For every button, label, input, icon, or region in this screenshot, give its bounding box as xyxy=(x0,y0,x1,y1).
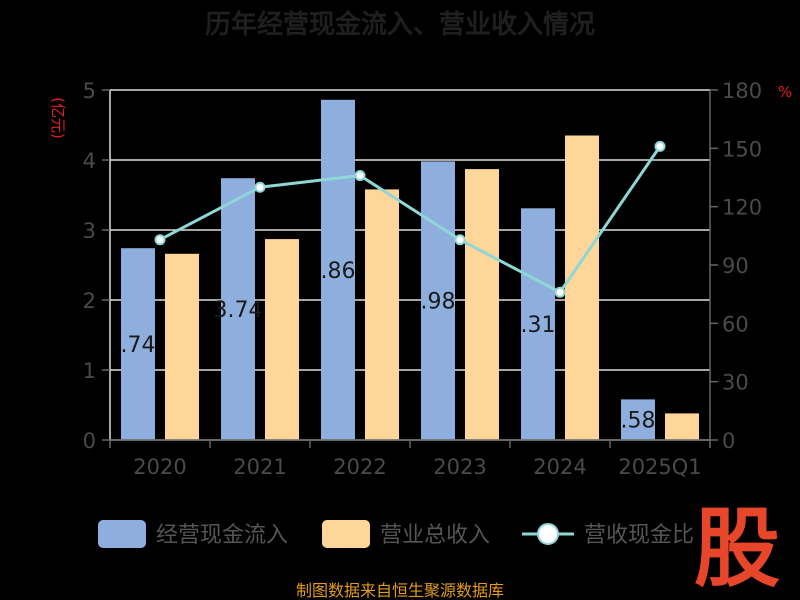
bar-revenue xyxy=(665,413,699,440)
legend-label: 营业总收入 xyxy=(380,523,490,548)
legend-swatch xyxy=(322,520,370,548)
ratio-point xyxy=(354,170,366,182)
bar-revenue xyxy=(565,135,599,440)
right-tick-label: 60 xyxy=(722,312,749,336)
data-label: .86 xyxy=(321,259,356,284)
bar-revenue xyxy=(165,253,199,440)
ratio-point xyxy=(254,181,266,193)
x-tick-label: 2025Q1 xyxy=(618,455,701,479)
left-tick-label: 3 xyxy=(83,219,96,243)
right-tick-label: 90 xyxy=(722,254,749,278)
bar-cash-inflow xyxy=(421,161,455,440)
legend-swatch xyxy=(98,520,146,548)
bars xyxy=(121,99,699,441)
source-note: 制图数据来自恒生聚源数据库 xyxy=(296,581,504,600)
right-tick-label: 30 xyxy=(722,371,749,395)
x-tick-label: 2024 xyxy=(533,455,586,479)
x-axis: 2020 2021 2022 2023 2024 2025Q1 xyxy=(109,439,711,479)
bar-cash-inflow xyxy=(121,248,155,440)
left-tick-label: 5 xyxy=(83,79,96,103)
left-axis-unit: (亿元) xyxy=(49,97,67,139)
bar-revenue xyxy=(465,169,499,440)
ratio-point xyxy=(554,286,566,298)
legend: 经营现金流入 营业总收入 营收现金比 xyxy=(98,520,694,548)
right-tick-label: 0 xyxy=(722,429,735,453)
legend-label: 营收现金比 xyxy=(584,523,694,548)
right-axis-unit: % xyxy=(778,83,792,101)
logo-glyph: 股 xyxy=(694,499,780,599)
left-tick-label: 4 xyxy=(83,149,96,173)
ratio-line xyxy=(154,140,666,298)
data-label: .74 xyxy=(121,333,156,358)
bar-cash-inflow xyxy=(221,178,255,440)
left-tick-label: 1 xyxy=(83,359,96,383)
data-label: .98 xyxy=(421,290,456,315)
x-tick-label: 2022 xyxy=(333,455,386,479)
ratio-line-path xyxy=(159,145,662,295)
grid xyxy=(109,89,711,441)
legend-marker xyxy=(537,523,559,545)
ratio-point xyxy=(454,234,466,246)
bar-labels: .74 3.74 .86 .98 .31 .58 xyxy=(121,259,656,434)
bar-revenue xyxy=(365,189,399,440)
bar-revenue xyxy=(265,239,299,440)
x-tick-label: 2020 xyxy=(133,455,186,479)
bar-cash-inflow xyxy=(321,99,355,441)
right-tick-label: 150 xyxy=(722,137,762,161)
left-tick-label: 2 xyxy=(83,289,96,313)
data-label: .58 xyxy=(621,409,656,434)
left-tick-label: 0 xyxy=(83,429,96,453)
right-tick-label: 180 xyxy=(722,79,762,103)
data-label: 3.74 xyxy=(214,298,263,323)
bar-cash-inflow xyxy=(521,208,555,440)
x-tick-label: 2021 xyxy=(233,455,286,479)
ratio-point xyxy=(654,140,666,152)
ratio-point xyxy=(154,234,166,246)
left-axis-ticks: 0 1 2 3 4 5 xyxy=(83,79,110,453)
chart-title: 历年经营现金流入、营业收入情况 xyxy=(205,9,595,40)
data-label: .31 xyxy=(521,313,556,338)
x-tick-label: 2023 xyxy=(433,455,486,479)
right-axis-ticks: 0 30 60 90 120 150 180 xyxy=(710,79,762,453)
legend-label: 经营现金流入 xyxy=(156,523,288,548)
bar-cash-inflow xyxy=(621,399,655,440)
right-tick-label: 120 xyxy=(722,196,762,220)
